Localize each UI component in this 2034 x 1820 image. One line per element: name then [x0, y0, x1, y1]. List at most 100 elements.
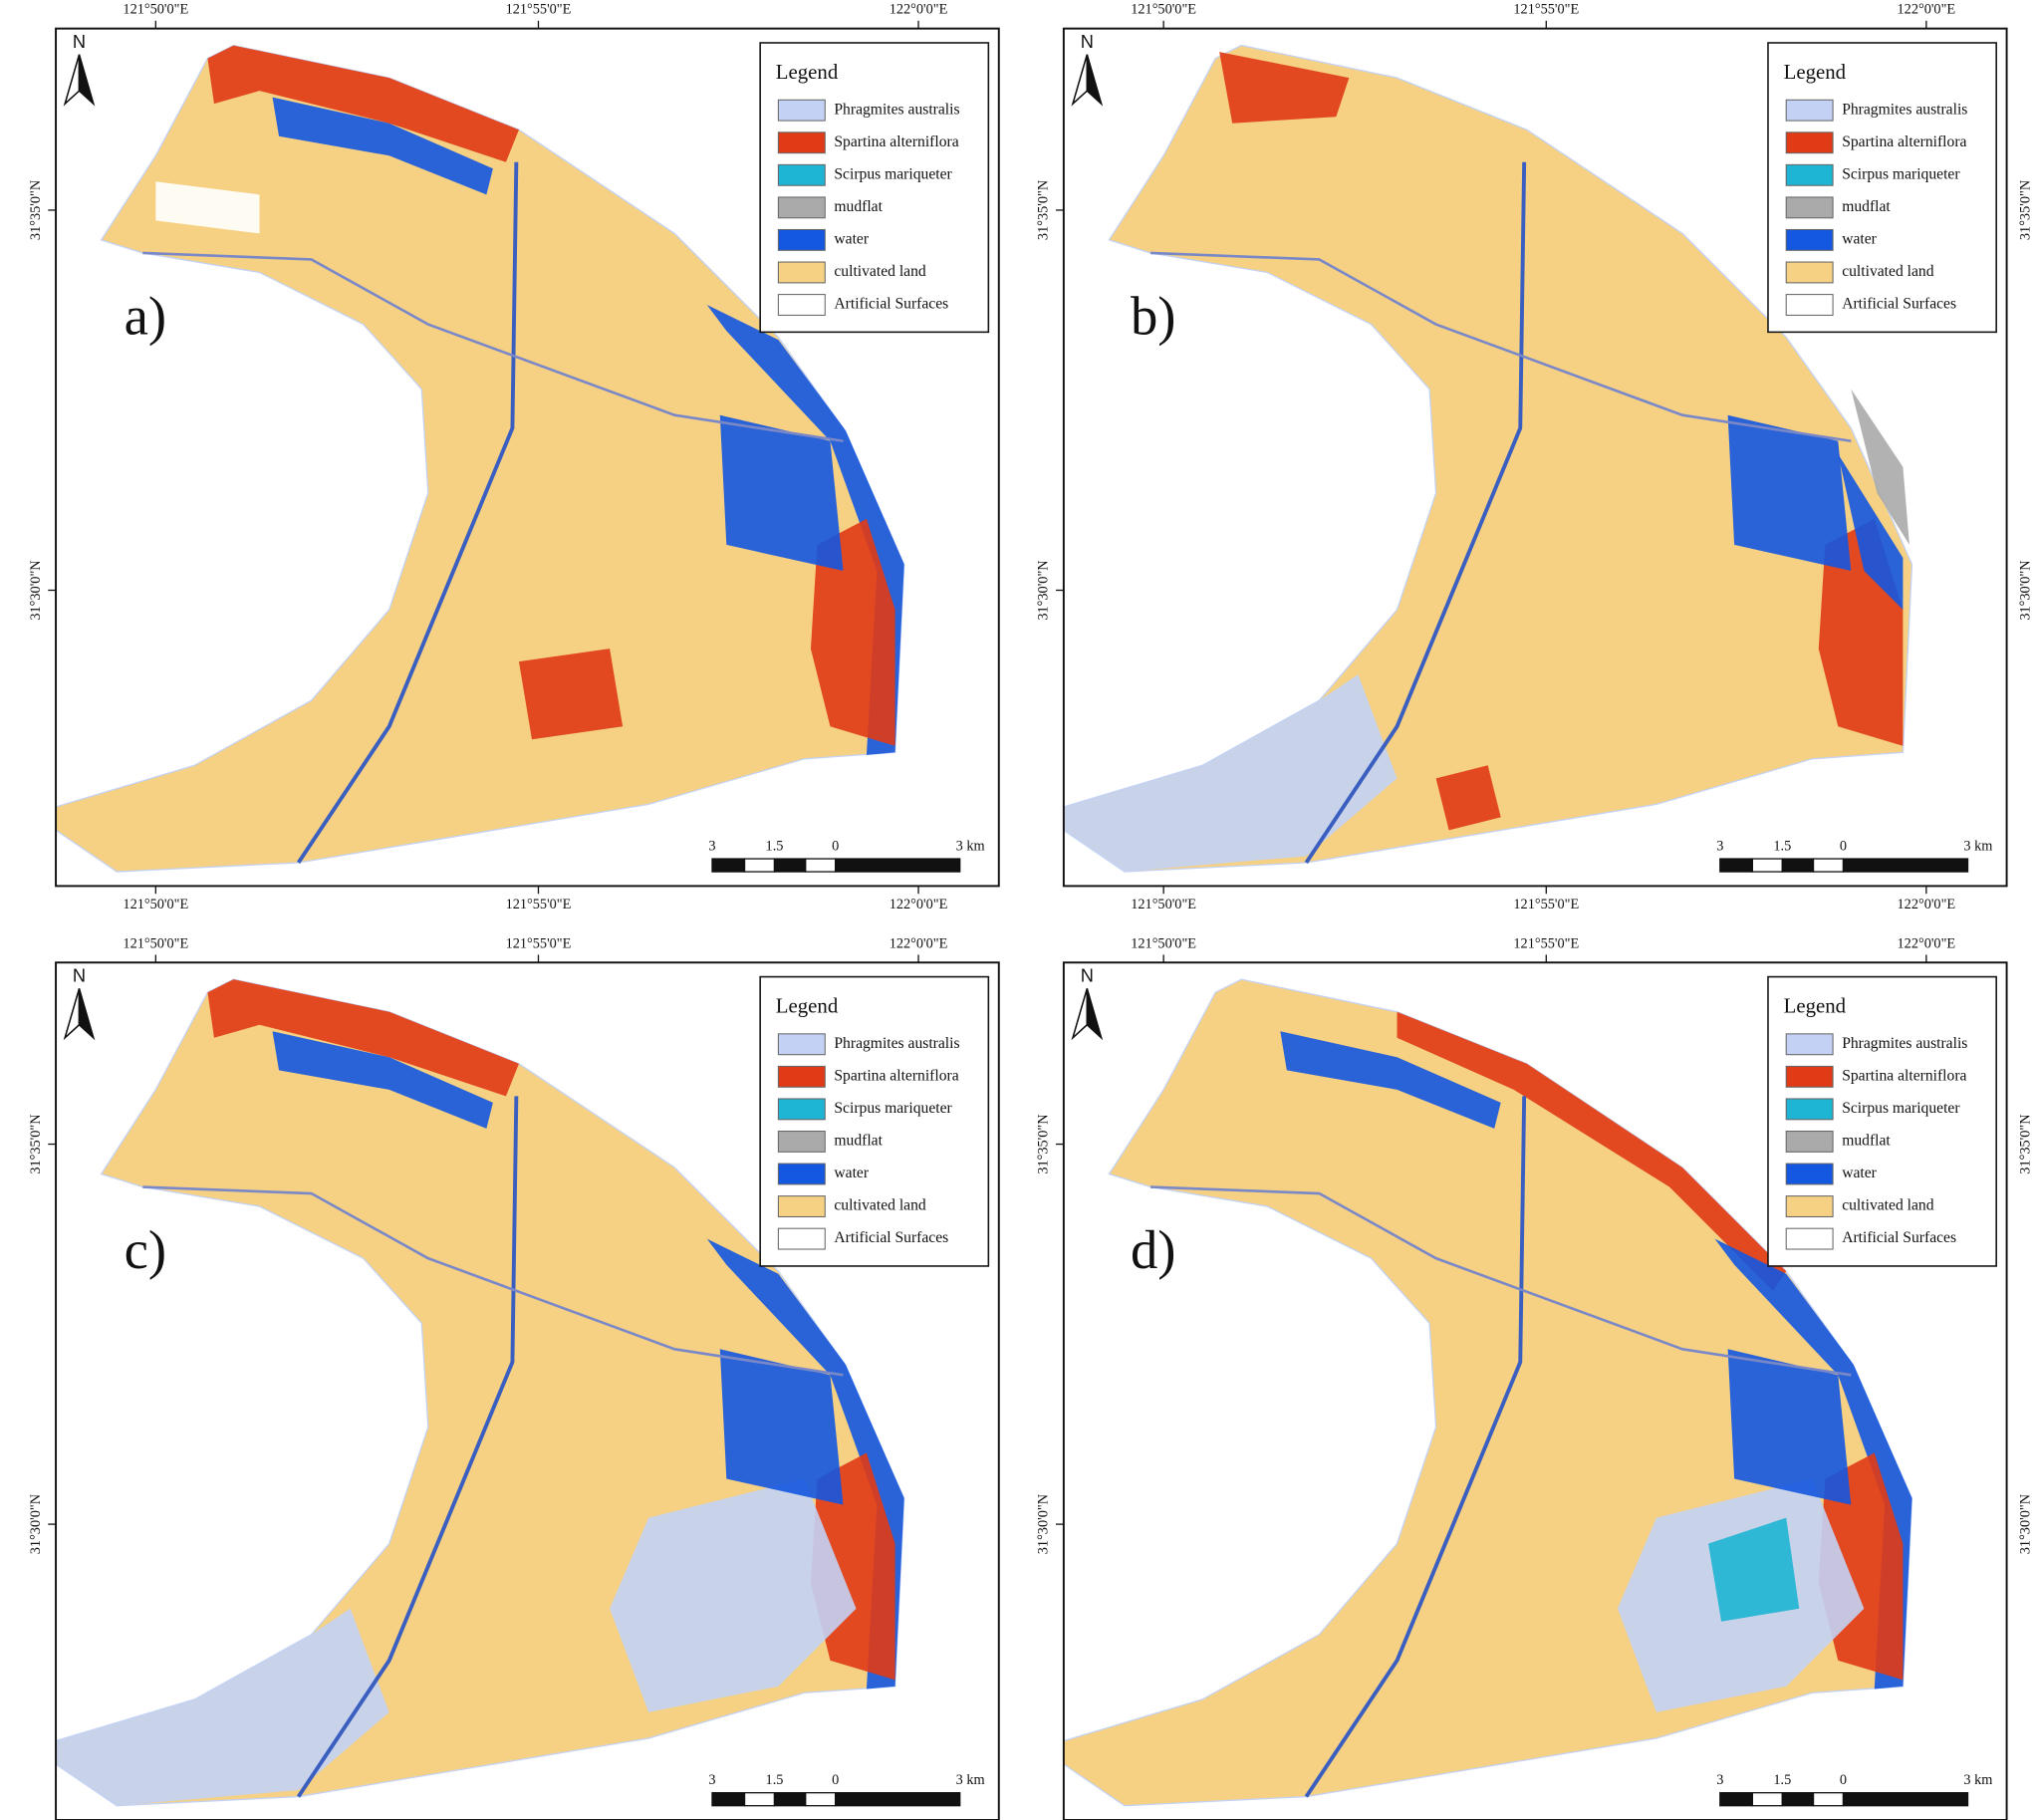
legend-label: Artificial Surfaces: [834, 1229, 948, 1246]
legend-label: Spartina alterniflora: [1842, 1067, 1966, 1084]
legend-swatch: [1786, 295, 1833, 316]
legend-swatch: [1786, 100, 1833, 121]
legend-label: cultivated land: [1842, 263, 1934, 280]
longitude-label: 121°55'0"E: [506, 935, 572, 951]
scale-segment: [712, 1793, 745, 1806]
scale-segment: [774, 1793, 805, 1806]
legend-swatch: [1786, 1164, 1833, 1184]
legend-label: mudflat: [1842, 1133, 1891, 1150]
legend-label: Phragmites australis: [834, 101, 959, 118]
longitude-label: 121°55'0"E: [1513, 897, 1579, 912]
panel-label: c): [125, 1219, 166, 1280]
scale-segment: [1752, 1793, 1782, 1806]
legend-label: Scirpus mariqueter: [834, 1100, 952, 1117]
latitude-label: 31°35'0"N: [1036, 180, 1052, 240]
longitude-label: 121°50'0"E: [1131, 897, 1196, 912]
scale-label: 0: [832, 1772, 839, 1788]
scale-label: 1.5: [766, 1772, 784, 1788]
scale-label: 3: [1716, 1772, 1723, 1788]
north-arrow: [1087, 988, 1101, 1037]
scale-segment: [806, 859, 836, 872]
longitude-label: 121°50'0"E: [1131, 935, 1196, 951]
scale-label: 1.5: [1773, 839, 1791, 855]
map-panel: 121°50'0"E121°55'0"E122°0'0"E31°35'0"N31…: [1036, 935, 2034, 1820]
legend-swatch: [778, 229, 825, 250]
north-label: N: [1081, 31, 1094, 52]
latitude-label: 31°35'0"N: [2017, 180, 2033, 240]
legend-swatch: [1786, 1132, 1833, 1153]
legend-title: Legend: [776, 60, 839, 84]
legend-swatch: [1786, 1099, 1833, 1120]
legend-label: water: [834, 1165, 869, 1181]
scale-segment: [1814, 859, 1844, 872]
longitude-label: 121°55'0"E: [1513, 935, 1579, 951]
scale-label: 1.5: [766, 839, 784, 855]
scale-segment: [1844, 859, 1968, 872]
legend-box: [1768, 43, 1996, 332]
scale-label: 3 km: [1963, 1772, 1992, 1788]
legend-swatch: [1786, 1196, 1833, 1217]
legend-box: [760, 43, 988, 332]
longitude-label: 121°50'0"E: [123, 2, 188, 18]
scale-segment: [1720, 1793, 1753, 1806]
legend-label: mudflat: [834, 1133, 883, 1150]
latitude-label: 31°35'0"N: [2017, 1114, 2033, 1173]
scale-segment: [774, 859, 805, 872]
legend-label: cultivated land: [1842, 1197, 1934, 1214]
scale-segment: [806, 1793, 836, 1806]
legend-label: Scirpus mariqueter: [834, 165, 952, 182]
legend-swatch: [1786, 262, 1833, 283]
scale-segment: [1782, 1793, 1813, 1806]
longitude-label: 122°0'0"E: [1898, 897, 1956, 912]
scale-label: 3 km: [956, 839, 985, 855]
legend-swatch: [778, 262, 825, 283]
scale-segment: [836, 859, 960, 872]
scale-label: 3 km: [956, 1772, 985, 1788]
scale-segment: [1782, 859, 1813, 872]
longitude-label: 122°0'0"E: [890, 897, 948, 912]
legend-swatch: [778, 1196, 825, 1217]
latitude-label: 31°35'0"N: [1036, 1114, 1052, 1173]
latitude-label: 31°30'0"N: [1036, 560, 1052, 620]
legend-label: Phragmites australis: [1842, 1035, 1967, 1052]
legend-swatch: [778, 295, 825, 316]
legend-swatch: [1786, 229, 1833, 250]
legend-label: mudflat: [1842, 198, 1891, 215]
legend-swatch: [1786, 1228, 1833, 1249]
longitude-label: 121°55'0"E: [1513, 2, 1579, 18]
latitude-label: 31°30'0"N: [1036, 1494, 1052, 1554]
north-arrow: [1073, 55, 1087, 104]
map-panel: 121°50'0"E121°50'0"E121°55'0"E121°55'0"E…: [28, 2, 999, 913]
scale-segment: [745, 1793, 775, 1806]
north-arrow: [80, 55, 94, 104]
longitude-label: 121°55'0"E: [506, 897, 572, 912]
north-label: N: [73, 31, 86, 52]
longitude-label: 121°50'0"E: [123, 935, 188, 951]
latitude-label: 31°30'0"N: [28, 1494, 44, 1554]
north-arrow: [65, 988, 79, 1037]
latitude-label: 31°35'0"N: [28, 180, 44, 240]
scale-segment: [1814, 1793, 1844, 1806]
panel-label: d): [1131, 1219, 1176, 1280]
scale-label: 3: [708, 839, 715, 855]
legend-swatch: [778, 1132, 825, 1153]
legend-swatch: [778, 100, 825, 121]
legend-title: Legend: [1784, 60, 1847, 84]
figure: 121°50'0"E 121°50'0"E 121°55'0"E 121°55'0"E…: [0, 0, 2034, 1820]
legend-label: Spartina alterniflora: [834, 1067, 958, 1084]
legend-box: [760, 977, 988, 1266]
legend-swatch: [1786, 164, 1833, 185]
latitude-label: 31°30'0"N: [2017, 1494, 2033, 1554]
legend-label: Scirpus mariqueter: [1842, 1100, 1960, 1117]
legend-box: [1768, 977, 1996, 1266]
legend-swatch: [1786, 1066, 1833, 1087]
map-panel: 121°50'0"E121°50'0"E121°55'0"E121°55'0"E…: [1036, 2, 2034, 913]
legend-label: Artificial Surfaces: [1842, 296, 1956, 313]
latitude-label: 31°30'0"N: [28, 560, 44, 620]
legend-swatch: [778, 1228, 825, 1249]
legend-swatch: [778, 1034, 825, 1055]
legend-label: cultivated land: [834, 263, 926, 280]
legend-swatch: [778, 1164, 825, 1184]
legend-swatch: [778, 1099, 825, 1120]
legend-label: cultivated land: [834, 1197, 926, 1214]
